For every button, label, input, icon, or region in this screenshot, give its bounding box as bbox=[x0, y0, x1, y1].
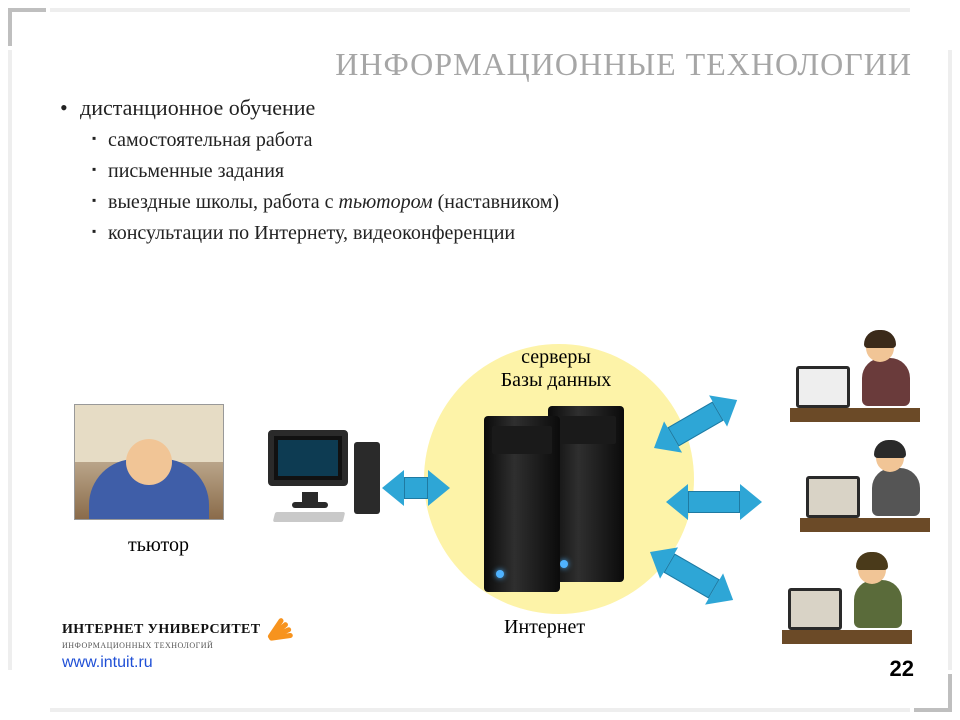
center-label-line2: Базы данных bbox=[501, 369, 612, 391]
logo-text-line1: ИНТЕРНЕТ УНИВЕРСИТЕТ bbox=[62, 622, 261, 638]
logo-block: ИНТЕРНЕТ УНИВЕРСИТЕТ ИНФОРМАЦИОННЫХ ТЕХН… bbox=[62, 619, 297, 672]
center-label-line1: серверы bbox=[521, 346, 591, 368]
sub-bullet: самостоятельная работа bbox=[92, 129, 942, 152]
logo-fan-icon bbox=[269, 619, 297, 641]
tutor-label: тьютор bbox=[128, 534, 189, 557]
slide-title: ИНФОРМАЦИОННЫЕ ТЕХНОЛОГИИ bbox=[18, 18, 942, 91]
sub-bullet-text: (наставником) bbox=[433, 191, 559, 213]
sub-bullet-list: самостоятельная работа письменные задани… bbox=[18, 129, 942, 245]
sub-bullet: письменные задания bbox=[92, 160, 942, 183]
frame-edge bbox=[8, 50, 12, 670]
bullet-list: дистанционное обучение bbox=[18, 91, 942, 121]
tutor-computer-icon bbox=[260, 422, 380, 522]
internet-label: Интернет bbox=[504, 616, 585, 639]
double-arrow-icon bbox=[382, 470, 450, 506]
bullet-main: дистанционное обучение bbox=[60, 95, 942, 121]
logo-url[interactable]: www.intuit.ru bbox=[62, 654, 297, 672]
frame-edge bbox=[50, 8, 910, 12]
logo-text-line2: ИНФОРМАЦИОННЫХ ТЕХНОЛОГИЙ bbox=[62, 641, 297, 650]
double-arrow-icon bbox=[666, 484, 762, 520]
student-icon bbox=[790, 330, 920, 422]
sub-bullet: консультации по Интернету, видеоконферен… bbox=[92, 222, 942, 245]
student-icon bbox=[782, 552, 912, 644]
slide: ИНФОРМАЦИОННЫЕ ТЕХНОЛОГИИ дистанционное … bbox=[18, 18, 942, 702]
page-number: 22 bbox=[890, 656, 914, 682]
student-icon bbox=[800, 440, 930, 532]
sub-bullet: выездные школы, работа с тьютором (наста… bbox=[92, 191, 942, 214]
sub-bullet-italic: тьютором bbox=[339, 191, 433, 213]
center-label: серверы Базы данных bbox=[466, 346, 646, 392]
tutor-photo bbox=[74, 404, 224, 520]
servers-icon bbox=[484, 406, 634, 586]
frame-edge bbox=[948, 50, 952, 670]
double-arrow-icon bbox=[641, 536, 742, 615]
logo-main: ИНТЕРНЕТ УНИВЕРСИТЕТ bbox=[62, 619, 297, 641]
frame-edge bbox=[50, 708, 910, 712]
sub-bullet-text: выездные школы, работа с bbox=[108, 191, 339, 213]
